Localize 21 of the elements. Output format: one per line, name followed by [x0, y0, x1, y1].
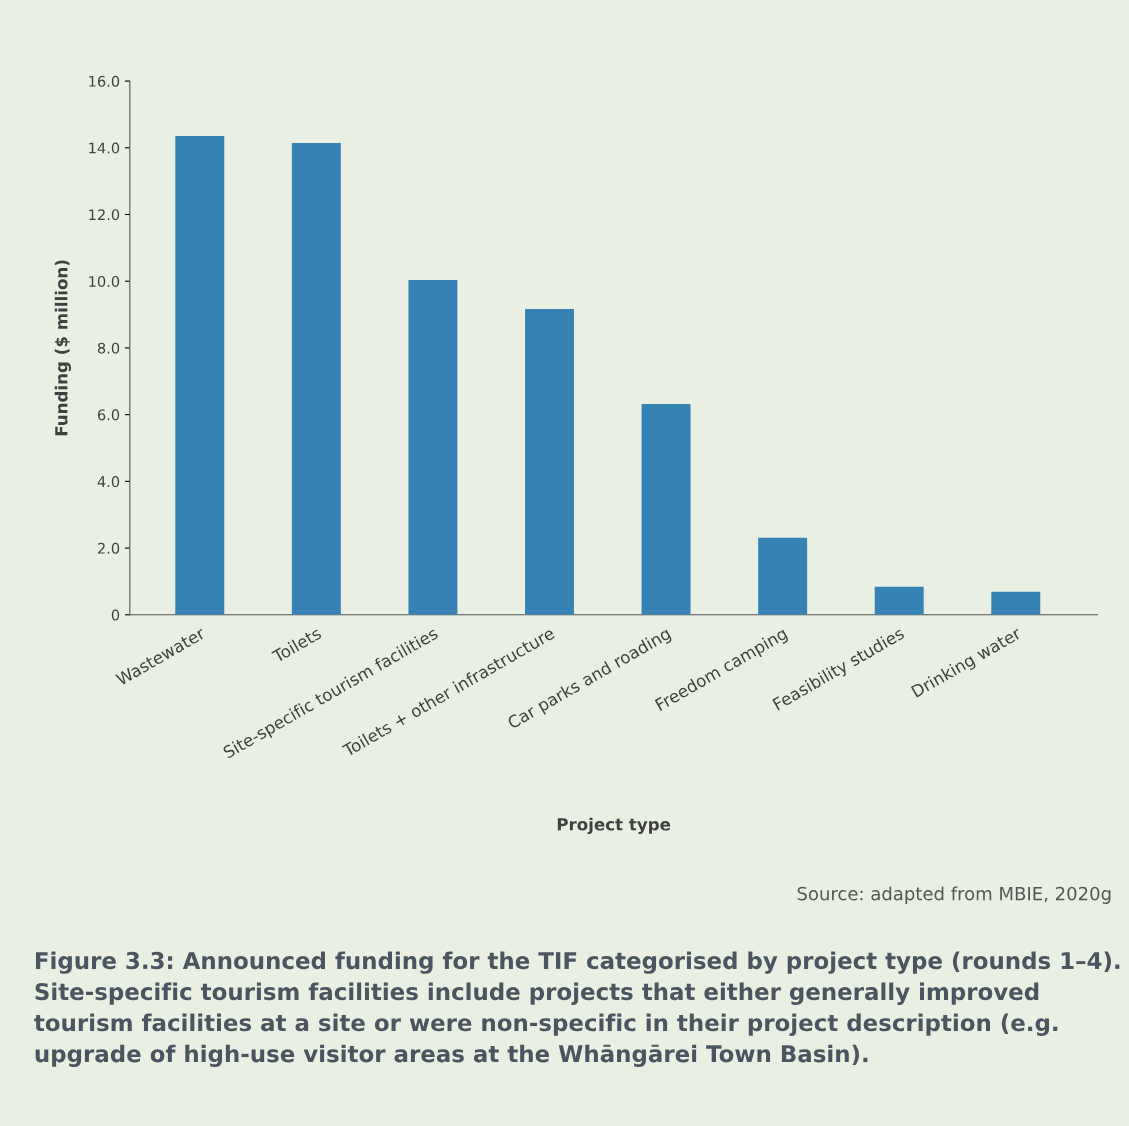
y-tick-label: 2.0	[97, 542, 120, 554]
source-note: Source: adapted from MBIE, 2020g	[797, 886, 1111, 904]
y-axis-title: Funding ($ million)	[54, 260, 71, 436]
y-tick-label: 14.0	[89, 142, 120, 154]
y-tick-label: 8.0	[97, 342, 120, 354]
y-tick-label: 10.0	[89, 275, 120, 287]
bar	[758, 537, 808, 615]
x-axis-title: Project type	[557, 817, 671, 834]
y-tick-label: 16.0	[89, 75, 120, 87]
bar	[291, 143, 341, 615]
y-tick-label: 12.0	[89, 209, 120, 221]
bar	[991, 591, 1041, 615]
text: Figure 3.3: Announced funding for the TIF categorised by project type (rounds 1–4). Site-specific tourism facilities include projects that either generally improved tourism facilities at a site or were non-specific in their project description (e.g. upgrade of high-use visitor areas at the Whāngārei Town Basin).	[34, 951, 1120, 1068]
bar	[525, 308, 574, 615]
y-tick-label: 6.0	[97, 409, 120, 421]
y-tick-label: 4.0	[97, 476, 120, 488]
bar	[874, 586, 924, 615]
bar	[408, 279, 458, 615]
bar	[175, 136, 225, 615]
y-tick-label: 0	[111, 609, 120, 621]
bar	[641, 403, 691, 615]
